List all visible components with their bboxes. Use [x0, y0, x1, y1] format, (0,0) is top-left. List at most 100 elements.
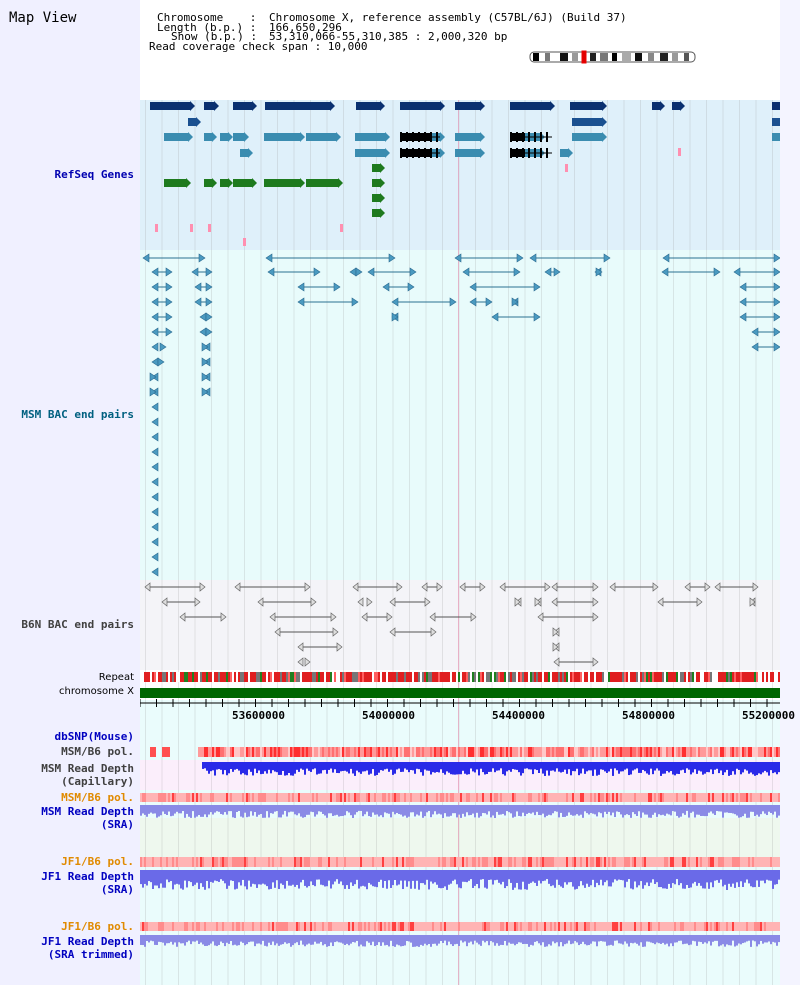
jf1-b6-pol-trimmed-label[interactable]: JF1/B6 pol.: [61, 920, 134, 933]
read-depth-bar: [362, 762, 364, 772]
polymorphism-cell: [704, 857, 706, 867]
polymorphism-cell: [366, 922, 368, 931]
polymorphism-cell: [340, 857, 342, 867]
read-depth-bar: [688, 805, 690, 818]
repeat-segment: [188, 672, 190, 682]
polymorphism-cell: [576, 793, 578, 802]
polymorphism-cell: [150, 793, 152, 802]
read-depth-bar: [354, 805, 356, 815]
read-depth-bar: [710, 762, 712, 770]
read-depth-bar: [532, 805, 534, 813]
polymorphism-cell: [624, 747, 626, 757]
read-depth-bar: [616, 805, 618, 812]
repeat-segment: [434, 672, 436, 682]
polymorphism-cell: [244, 922, 246, 931]
polymorphism-cell: [706, 922, 708, 931]
read-depth-bar: [502, 762, 504, 775]
polymorphism-cell: [380, 793, 382, 802]
read-depth-bar: [582, 762, 584, 769]
repeat-segment: [746, 672, 748, 682]
read-depth-bar: [208, 935, 210, 946]
read-depth-bar: [254, 805, 256, 813]
read-depth-bar: [714, 762, 716, 770]
polymorphism-cell: [162, 857, 164, 867]
right-margin: [780, 0, 800, 985]
read-depth-bar: [358, 870, 360, 889]
polymorphism-cell: [270, 747, 272, 757]
read-depth-bar: [156, 935, 158, 945]
msm-b6-pol-sra-label[interactable]: MSM/B6 pol.: [61, 791, 134, 804]
msm-read-depth-capillary-sub: (Capillary): [61, 775, 134, 788]
read-depth-bar: [168, 805, 170, 812]
read-depth-bar: [354, 762, 356, 776]
jf1-read-depth-sra-label[interactable]: JF1 Read Depth: [41, 870, 134, 883]
read-depth-bar: [592, 935, 594, 942]
refseq-genes-label[interactable]: RefSeq Genes: [54, 168, 134, 181]
repeat-segment: [730, 672, 732, 682]
read-depth-bar: [708, 935, 710, 942]
read-depth-bar: [710, 935, 712, 946]
read-depth-bar: [590, 805, 592, 813]
polymorphism-cell: [308, 793, 310, 802]
b6n-bac-label[interactable]: B6N BAC end pairs: [21, 618, 134, 631]
polymorphism-cell: [688, 793, 690, 802]
jf1-b6-pol-label[interactable]: JF1/B6 pol.: [61, 855, 134, 868]
read-depth-bar: [388, 870, 390, 881]
gene-feature: [572, 133, 602, 141]
read-depth-bar: [224, 762, 226, 771]
polymorphism-cell: [350, 747, 352, 757]
polymorphism-cell: [440, 857, 442, 867]
read-depth-bar: [474, 935, 476, 941]
polymorphism-cell: [584, 747, 586, 757]
read-depth-bar: [172, 935, 174, 945]
polymorphism-cell: [412, 857, 414, 867]
polymorphism-cell: [232, 922, 234, 931]
repeat-segment: [620, 672, 622, 682]
repeat-segment: [666, 672, 668, 682]
read-depth-bar: [740, 762, 742, 775]
polymorphism-cell: [490, 922, 492, 931]
gene-feature: [240, 149, 248, 157]
msm-b6-pol-label[interactable]: MSM/B6 pol.: [61, 745, 134, 758]
bac-end: [751, 327, 759, 337]
chromosome-ideogram[interactable]: [0, 0, 800, 80]
polymorphism-cell: [332, 857, 334, 867]
gene-exon: [436, 132, 438, 142]
polymorphism-cell: [232, 793, 234, 802]
read-depth-bar: [268, 805, 270, 818]
bac-end: [151, 327, 159, 337]
msm-read-depth-capillary-label[interactable]: MSM Read Depth: [41, 762, 134, 775]
repeat-segment: [476, 672, 478, 682]
msm-bac-label[interactable]: MSM BAC end pairs: [21, 408, 134, 421]
bac-end: [462, 267, 470, 277]
polymorphism-cell: [542, 747, 544, 757]
read-depth-bar: [366, 762, 368, 771]
polymorphism-cell: [158, 857, 160, 867]
msm-read-depth-sra-label[interactable]: MSM Read Depth: [41, 805, 134, 818]
read-depth-bar: [404, 935, 406, 946]
dbsnp-label[interactable]: dbSNP(Mouse): [54, 730, 134, 743]
read-depth-bar: [530, 762, 532, 770]
polymorphism-cell: [408, 857, 410, 867]
read-depth-bar: [448, 762, 450, 773]
polymorphism-cell: [522, 793, 524, 802]
polymorphism-cell: [628, 747, 630, 757]
polymorphism-cell: [550, 747, 552, 757]
track-panel[interactable]: [140, 0, 780, 985]
read-depth-bar: [492, 935, 494, 943]
bac-end: [544, 582, 551, 592]
polymorphism-cell: [364, 857, 366, 867]
polymorphism-cell: [256, 857, 258, 867]
polymorphism-cell: [448, 857, 450, 867]
read-depth-bar: [390, 935, 392, 941]
polymorphism-cell: [508, 747, 510, 757]
polymorphism-cell: [430, 922, 432, 931]
track-graphics[interactable]: [140, 0, 780, 985]
repeat-segment: [194, 672, 196, 682]
polymorphism-cell: [474, 922, 476, 931]
polymorphism-cell: [286, 793, 288, 802]
read-depth-bar: [308, 762, 310, 771]
jf1-read-depth-trimmed-label[interactable]: JF1 Read Depth: [41, 935, 134, 948]
polymorphism-cell: [616, 747, 618, 757]
polymorphism-cell: [764, 857, 766, 867]
